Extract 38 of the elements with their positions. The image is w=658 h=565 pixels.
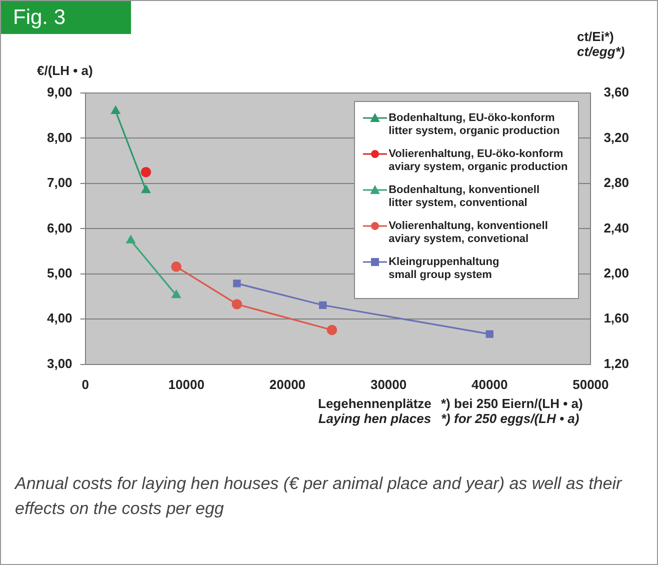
y2-tick-label: 2,40 [604, 220, 630, 236]
y2-tick-label: 3,60 [604, 84, 630, 100]
y-tick-label: 7,00 [46, 175, 72, 190]
x-tick-label: 20000 [269, 376, 306, 392]
point [233, 280, 241, 288]
y-tick-label: 5,00 [46, 266, 72, 281]
legend-label: Bodenhaltung, konventionell litter system, conventional [388, 184, 540, 210]
y2-tick-label: 1,20 [604, 356, 630, 371]
legend-label: Bodenhaltung, EU-öko-konform litter system, organic production [388, 112, 560, 138]
point [319, 301, 327, 309]
point [486, 330, 494, 338]
x-tick-label: 40000 [472, 376, 508, 392]
legend-label: Kleingruppenhaltung small group system [388, 256, 500, 282]
y-tick-label: 9,00 [46, 84, 72, 100]
point [232, 299, 242, 310]
y2-tick-label: 3,20 [604, 130, 630, 145]
x-tick-label: 0 [82, 376, 89, 392]
x-axis-title: Legehennenplätze Laying hen places [318, 396, 432, 426]
y-tick-label: 6,00 [46, 220, 72, 236]
legend-label: Volierenhaltung, konventionell aviary system, convetional [388, 220, 548, 246]
x-tick-label: 30000 [370, 376, 407, 392]
x-tick-label: 10000 [168, 376, 204, 392]
legend-label: Volierenhaltung, EU-öko-konform aviary system, organic production [388, 148, 568, 174]
chart-title: Fig. 3 [1, 1, 131, 34]
y2-tick-label: 1,60 [604, 310, 630, 326]
text: Annual costs for laying hen houses (€ per animal place and year) as well as their effects on the costs per egg [15, 473, 624, 520]
y-tick-label: 8,00 [46, 130, 72, 145]
text: *) bei 250 Eiern/(LH • a) *) for 250 eggs/(LH • a) [441, 396, 583, 426]
y2-tick-label: 2,80 [604, 175, 630, 190]
y-tick-label: 3,00 [46, 356, 72, 371]
y-axis-title: €/(LH • a) [37, 63, 93, 78]
y2-tick-label: 2,00 [604, 266, 630, 281]
point [326, 324, 338, 336]
point [140, 167, 152, 178]
y-tick-label: 4,00 [46, 310, 72, 326]
y2-axis-title: ct/Ei*) ct/egg*) [577, 29, 625, 59]
x-tick-label: 50000 [572, 376, 609, 392]
point [171, 262, 182, 272]
